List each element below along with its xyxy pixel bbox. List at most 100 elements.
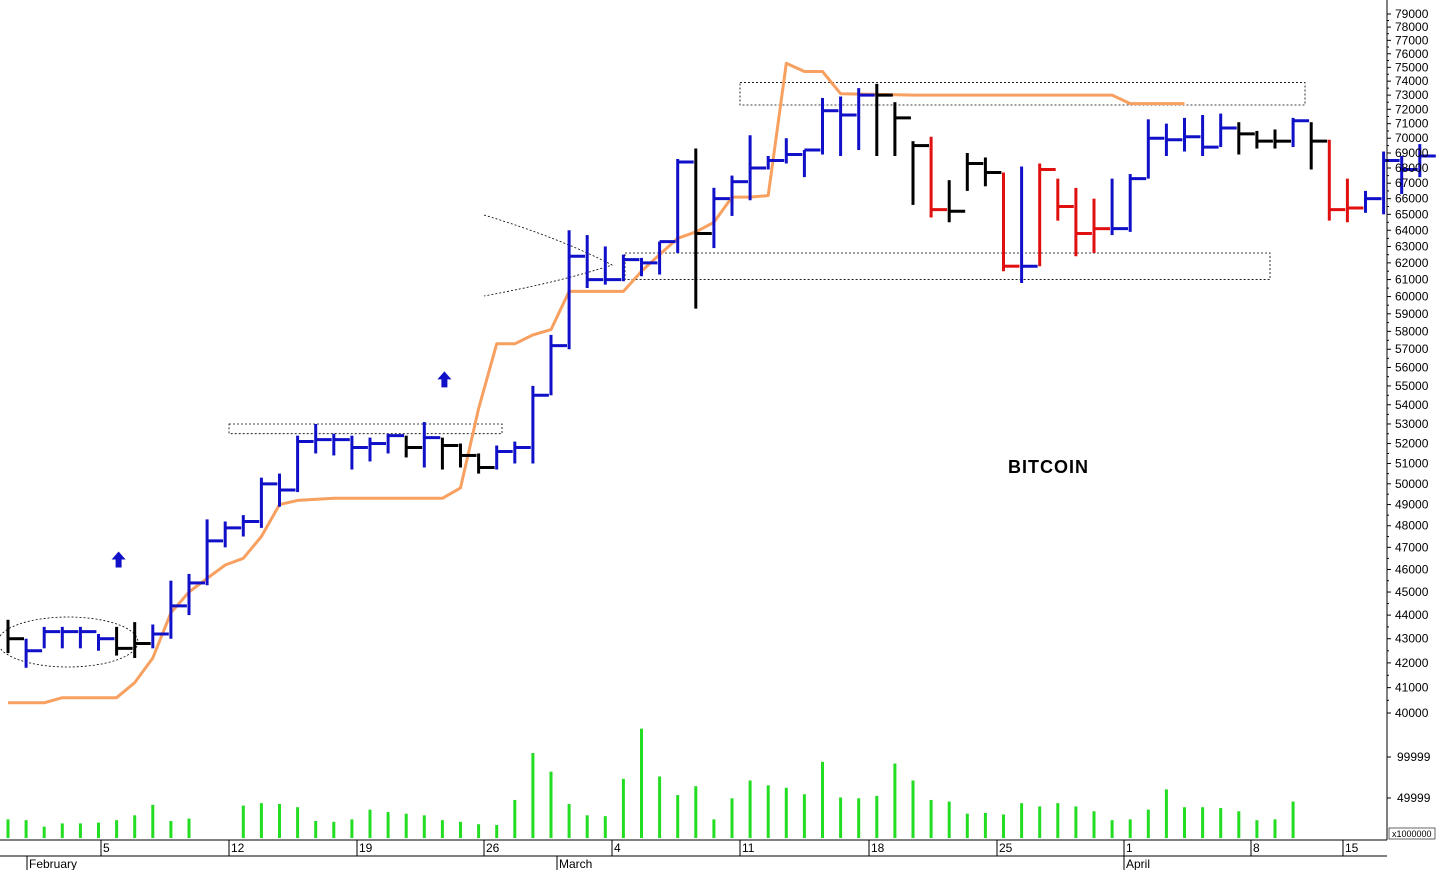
resistance-box-top — [739, 82, 1306, 106]
volume-tick-label: 99999 — [1397, 750, 1431, 764]
volume-tick-label: 49999 — [1397, 791, 1431, 805]
ohlc-bars-layer — [6, 83, 1436, 668]
price-tick-label: 73000 — [1395, 88, 1429, 102]
date-tick-label: 11 — [742, 841, 755, 855]
ohlc-bar — [1164, 123, 1183, 156]
price-tick-label: 71000 — [1395, 117, 1429, 131]
ohlc-bar — [585, 235, 604, 289]
ohlc-bar — [368, 437, 386, 462]
ohlc-bar — [983, 157, 1002, 187]
ohlc-bar — [278, 473, 296, 507]
ohlc-bar — [748, 135, 767, 201]
ohlc-bar — [513, 441, 531, 464]
ohlc-bar — [1345, 178, 1364, 223]
date-tick-label: 1 — [1126, 841, 1133, 855]
price-tick-label: 62000 — [1395, 256, 1429, 270]
ohlc-bar — [839, 96, 857, 156]
price-tick-label: 77000 — [1395, 33, 1429, 47]
price-tick-label: 59000 — [1395, 307, 1429, 321]
month-label: April — [1126, 857, 1150, 870]
ohlc-bar — [386, 433, 405, 454]
date-tick-label: 26 — [486, 841, 500, 855]
price-tick-label: 58000 — [1395, 324, 1429, 338]
ohlc-bar — [1128, 174, 1147, 232]
price-tick-label: 74000 — [1395, 74, 1429, 88]
date-tick-label: 19 — [359, 841, 373, 855]
pennant-wedge — [483, 214, 614, 297]
ohlc-bar — [187, 573, 205, 616]
ohlc-bar — [531, 385, 549, 464]
ohlc-bar — [1219, 113, 1237, 148]
price-tick-label: 65000 — [1395, 207, 1429, 221]
ohlc-bar — [1038, 163, 1056, 267]
ohlc-bar — [857, 88, 875, 151]
price-tick-label: 42000 — [1395, 656, 1429, 670]
ohlc-bar — [1056, 178, 1074, 221]
ohlc-bar — [1382, 151, 1400, 215]
ohlc-bar — [115, 626, 133, 656]
date-tick-label: 4 — [614, 841, 621, 855]
ohlc-bar — [495, 445, 513, 470]
ohlc-bar — [1237, 122, 1255, 155]
price-tick-label: 47000 — [1395, 540, 1429, 554]
date-tick-label: 15 — [1345, 841, 1359, 855]
price-tick-label: 79000 — [1395, 7, 1429, 21]
ohlc-bar — [1201, 115, 1219, 156]
price-tick-label: 72000 — [1395, 102, 1429, 116]
date-tick-label: 12 — [231, 841, 245, 855]
ohlc-bar — [205, 519, 224, 586]
up-arrow-icon — [111, 551, 126, 568]
ohlc-bar — [42, 626, 61, 649]
price-tick-label: 66000 — [1395, 192, 1429, 206]
ohlc-bar — [1002, 172, 1020, 272]
price-tick-label: 61000 — [1395, 273, 1429, 287]
date-tick-label: 25 — [999, 841, 1013, 855]
ohlc-bar — [440, 437, 459, 470]
trailing-stop-line — [8, 61, 1185, 705]
ohlc-bar — [1255, 130, 1273, 149]
ohlc-bar — [911, 141, 929, 205]
ohlc-bar — [1400, 155, 1418, 195]
price-tick-label: 46000 — [1395, 562, 1429, 576]
date-tick-label: 18 — [871, 841, 885, 855]
chart-title: BITCOIN — [1008, 457, 1089, 477]
price-tick-label: 64000 — [1395, 223, 1429, 237]
ohlc-bar — [97, 633, 115, 651]
price-tick-label: 76000 — [1395, 47, 1429, 61]
ohlc-bar — [640, 257, 658, 277]
ohlc-bar — [404, 435, 423, 458]
ohlc-bar — [1364, 190, 1382, 213]
date-tick-label: 5 — [103, 841, 110, 855]
trailing-stop-layer — [8, 61, 1185, 705]
volume-layer — [6, 728, 1295, 838]
volume-unit-box — [1388, 827, 1436, 840]
ohlc-bar — [1418, 144, 1436, 178]
ohlc-bar — [821, 97, 839, 155]
price-tick-label: 67000 — [1395, 176, 1429, 190]
price-tick-label: 63000 — [1395, 239, 1429, 253]
up-arrow-icon — [437, 371, 452, 388]
date-tick-label: 8 — [1253, 841, 1260, 855]
ohlc-bar — [621, 254, 640, 282]
ohlc-bar — [730, 175, 748, 216]
price-tick-label: 60000 — [1395, 290, 1429, 304]
ohlc-bar — [459, 443, 477, 468]
ohlc-bar — [1273, 129, 1291, 149]
ohlc-bar — [1183, 117, 1201, 152]
arrow-layer — [111, 371, 452, 568]
ohlc-bar — [1074, 187, 1092, 257]
price-tick-label: 57000 — [1395, 342, 1429, 356]
annotation-layer — [0, 82, 1306, 668]
ohlc-bar — [1092, 198, 1110, 253]
ohlc-bar — [965, 153, 984, 191]
ohlc-bar — [151, 624, 169, 649]
month-label: March — [559, 857, 592, 870]
ohlc-bar — [1146, 119, 1165, 179]
price-tick-label: 50000 — [1395, 477, 1429, 491]
price-tick-label: 70000 — [1395, 131, 1429, 145]
ohlc-bar — [784, 138, 803, 164]
ohlc-bar — [60, 626, 79, 649]
price-tick-label: 49000 — [1395, 498, 1429, 512]
ohlc-bar — [929, 136, 948, 218]
